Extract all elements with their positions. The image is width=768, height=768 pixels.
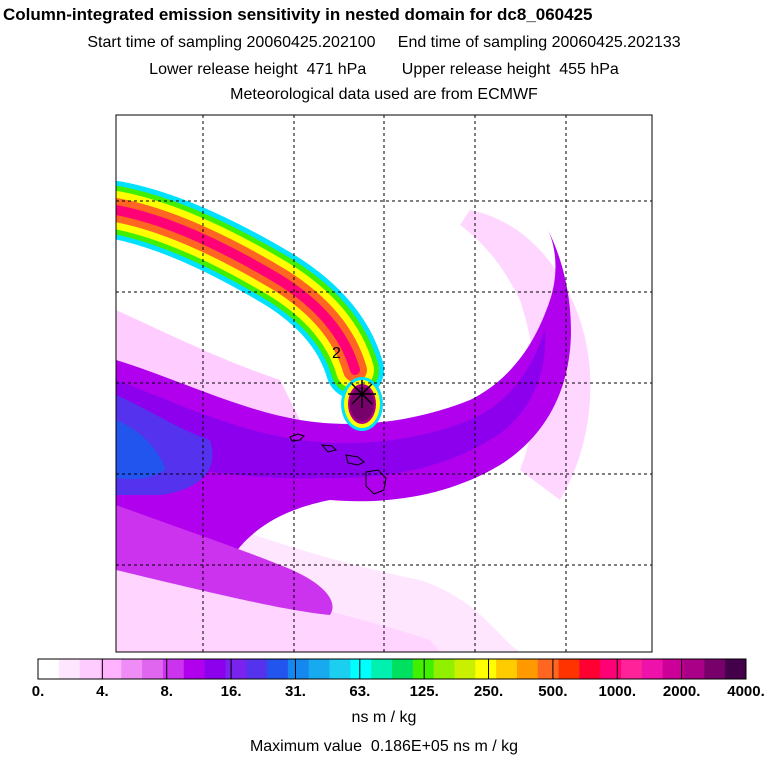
colorbar-swatch [704, 659, 726, 679]
star-icon [348, 380, 376, 408]
contour-label: 2 [332, 345, 341, 362]
colorbar-swatch [267, 659, 289, 679]
colorbar-tick-label: 31. [285, 683, 306, 700]
colorbar-swatch [558, 659, 580, 679]
colorbar-swatch [600, 659, 622, 679]
colorbar-swatch [392, 659, 414, 679]
colorbar-swatch [579, 659, 601, 679]
island-oahu [320, 444, 337, 453]
colorbar-ticks [37, 659, 747, 679]
colorbar-swatch [662, 659, 685, 679]
colorbar-swatch [725, 659, 747, 679]
island-kauai [289, 433, 305, 442]
colorbar-tick-label: 63. [349, 683, 371, 700]
colorbar-tick-label: 125. [409, 683, 439, 700]
colorbar-swatch [433, 659, 455, 679]
colorbar-swatch [621, 659, 643, 679]
colorbar-swatch [516, 659, 539, 679]
violet-core [116, 330, 546, 479]
colorbar-swatch [246, 659, 268, 679]
plume-core [116, 205, 360, 375]
colorbar-swatch [287, 659, 310, 679]
colorbar-tick-label: 16. [220, 683, 242, 700]
colorbar-swatch [475, 659, 497, 679]
colorbar-tick-label: 500. [538, 683, 568, 700]
sensitivity-field: 2 [116, 115, 652, 652]
colorbar-swatch [371, 659, 393, 679]
colorbar-swatch [537, 659, 560, 679]
colorbar-swatch [204, 659, 226, 679]
maximum-value: Maximum value 0.186E+05 ns m / kg [249, 738, 519, 755]
colorbar-tick-label: 8. [160, 683, 173, 700]
colorbar-swatch [350, 659, 372, 679]
colorbar-swatch [79, 659, 101, 679]
colorbar-tick-label: 4. [96, 683, 109, 700]
blue-core-edge [116, 420, 165, 480]
colorbar-swatch [183, 659, 206, 679]
colorbar-swatch [162, 659, 185, 679]
colorbar-unit: ns m / kg [351, 709, 417, 726]
sampling-time-line: Start time of sampling 20060425.202100 E… [87, 34, 681, 51]
colorbar-swatch [641, 659, 664, 679]
colorbar-swatch [308, 659, 331, 679]
lat-lon-grid [116, 115, 652, 652]
colorbar-tick-label: 0. [31, 683, 45, 700]
colorbar-tick-label: 4000. [727, 683, 765, 700]
colorbar-tick-label: 250. [473, 683, 504, 700]
island-maui [345, 454, 365, 466]
colorbar-swatch [121, 659, 143, 679]
colorbar-swatch [100, 659, 122, 679]
purple-swath [116, 225, 571, 560]
colorbar-swatch [142, 659, 164, 679]
colorbar-swatch [454, 659, 476, 679]
colorbar-tick-label: 2000. [662, 683, 701, 700]
colorbar-tick-label: 1000. [598, 683, 637, 700]
colorbar-swatch [683, 659, 705, 679]
colorbar-swatch [412, 659, 435, 679]
met-data-line: Meteorological data used are from ECMWF [230, 86, 538, 103]
magenta-south [116, 505, 333, 615]
colorbar-swatch [58, 659, 81, 679]
pink-patch-sw [116, 540, 440, 652]
colorbar-swatch [38, 659, 60, 679]
release-height-line: Lower release height 471 hPa Upper relea… [149, 61, 619, 78]
map-title: Column-integrated emission sensitivity i… [3, 5, 593, 24]
colorbar-swatch [496, 659, 518, 679]
colorbar [38, 659, 747, 679]
colorbar-swatch [329, 659, 351, 679]
map-border [115, 114, 653, 653]
colorbar-swatch [225, 659, 247, 679]
